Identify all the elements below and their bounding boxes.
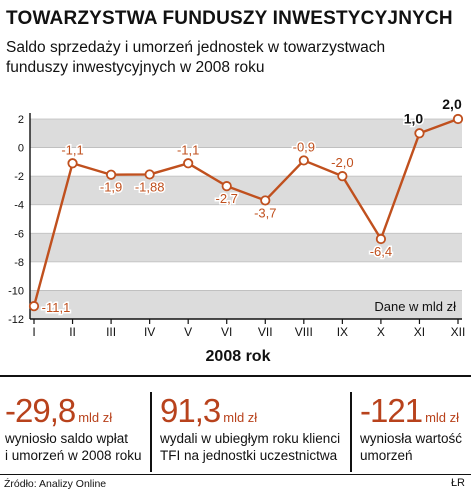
stat-description-line: umorzeń [360,448,413,463]
source-note: Źródło: Analizy Online [4,478,107,490]
stat-divider [350,392,352,472]
y-tick-label: -6 [14,228,24,240]
stat-description-line: wydali w ubiegłym roku klienci [160,431,341,446]
data-point [337,171,348,182]
y-tick-label: -4 [14,200,24,212]
data-label: -11,1 [42,300,71,315]
x-tick-label: VII [258,325,273,339]
stat-value: -121 [360,392,423,429]
stat-description: wydali w ubiegłym roku klienci TFI na je… [160,430,340,464]
data-point [105,169,117,180]
data-point [67,158,78,169]
y-tick-label: 0 [18,143,24,155]
data-point [144,169,155,180]
data-label: -1,88 [135,179,165,194]
data-label: -1,9 [100,180,122,195]
divider-top [0,375,471,377]
stat-block-purchases: 91,3 mld zł wydali w ubiegłym roku klienc… [160,392,340,464]
stat-description: wyniosła wartość umorzeń [360,430,462,464]
page-subtitle: Saldo sprzedaży i umorzeń jednostek w to… [6,39,386,76]
data-point [298,155,309,166]
stat-divider [150,392,152,472]
stat-value: 91,3 [160,392,221,429]
line-chart: 20-2-4-6-8-10-12I II III IV V VI VII VIII IX X XI X… [8,95,466,365]
x-tick-label: VIII [295,325,313,339]
y-tick-label: -12 [8,314,24,326]
grid-band [30,176,462,205]
data-point [221,181,232,192]
y-tick-label: 2 [18,114,24,126]
x-tick-label: IV [144,325,155,339]
x-axis-title: 2008 rok [206,348,271,365]
x-tick-label: III [106,325,116,339]
data-label: 1,0 [404,110,424,126]
stat-unit: mld zł [223,410,258,425]
stat-description: wyniosło saldo wpłat i umorzeń w 2008 ro… [5,430,142,464]
stat-value: -29,8 [5,392,76,429]
stat-unit: mld zł [425,410,460,425]
unit-note: Dane w mld zł [374,299,456,314]
y-tick-label: -10 [8,285,24,297]
data-point [414,128,425,139]
data-point [183,158,194,169]
grid-band [30,233,462,262]
stat-description-line: wyniosło saldo wpłat [5,431,129,446]
data-label: -0,9 [293,139,315,154]
data-point [452,113,464,125]
y-tick-label: -2 [14,171,24,183]
grid-band [30,119,462,148]
data-point [260,195,271,206]
stat-description-line: i umorzeń w 2008 roku [5,448,142,463]
data-label: -1,1 [61,142,83,157]
data-label: -3,7 [254,205,276,220]
x-tick-label: II [69,325,76,339]
data-label: -1,1 [177,142,199,157]
x-tick-label: X [377,325,385,339]
grid-band [30,290,462,319]
x-tick-label: IX [337,325,348,339]
x-tick-label: V [184,325,192,339]
data-label: -6,4 [370,244,392,259]
data-label: -2,7 [216,191,238,206]
stat-description-line: TFI na jednostki uczestnictwa [160,448,338,463]
x-tick-label: VI [221,325,232,339]
x-tick-label: XI [414,325,425,339]
divider-bottom [0,474,471,475]
y-tick-label: -8 [14,257,24,269]
x-tick-label: I [32,325,35,339]
series-line [32,117,459,307]
page-title: TOWARZYSTWA FUNDUSZY INWESTYCYJNYCH [6,8,453,29]
author-credit: ŁR [450,477,465,489]
x-tick-label: XII [451,325,466,339]
data-label: 2,0 [442,96,462,112]
data-point [28,301,40,312]
stat-block-redemptions: -121 mld zł wyniosła wartość umorzeń [360,392,462,464]
stat-block-balance: -29,8 mld zł wyniosło saldo wpłat i umorz… [5,392,142,464]
data-label: -2,0 [331,155,353,170]
stat-unit: mld zł [78,410,113,425]
data-point [375,233,387,245]
stat-description-line: wyniosła wartość [360,431,463,446]
